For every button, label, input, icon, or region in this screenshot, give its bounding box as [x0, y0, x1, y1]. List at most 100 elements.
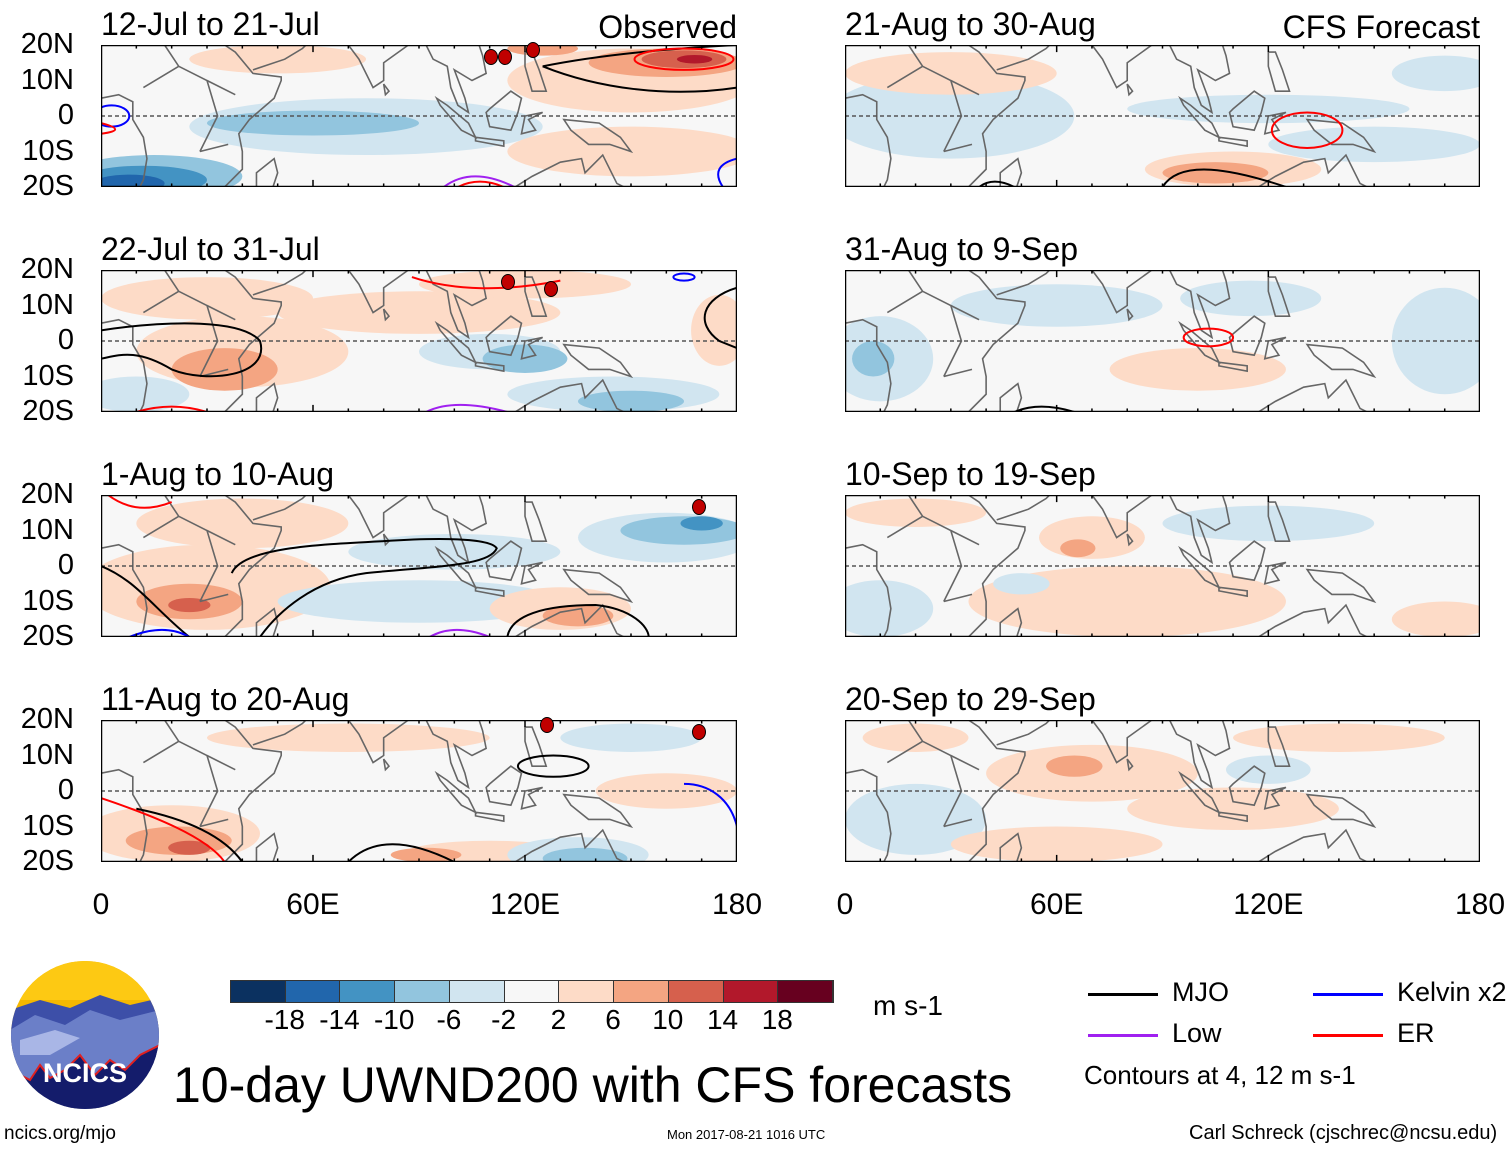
coastline: [348, 495, 408, 538]
er-contour: [1184, 329, 1233, 347]
panel-title: 11-Aug to 20-Aug: [101, 681, 350, 717]
coastline: [348, 45, 408, 88]
coastline: [968, 495, 1024, 637]
colorbar: [230, 980, 834, 1003]
anomaly-shading: [950, 284, 1163, 327]
lat-label: 20S: [22, 620, 74, 652]
tropical-cyclone-icon: [543, 280, 558, 297]
coastline: [845, 770, 891, 862]
coastline: [1127, 759, 1132, 770]
panel-title: 10-Sep to 19-Sep: [845, 456, 1096, 492]
anomaly-shading: [950, 826, 1163, 862]
anomaly-shading: [1109, 348, 1286, 391]
anomaly-shading: [542, 847, 628, 862]
panel-title: 22-Jul to 31-Jul: [101, 231, 320, 267]
coastline: [1170, 270, 1230, 337]
lat-label: 20S: [22, 170, 74, 202]
mjo-contour: [543, 45, 737, 66]
coastline: [1127, 309, 1132, 320]
anomaly-shading: [101, 277, 313, 320]
mjo-contour: [1014, 407, 1074, 412]
tropical-cyclone-icon: [692, 498, 707, 515]
colorbar-swatch: [559, 981, 615, 1002]
low-contour: [426, 405, 507, 412]
lat-label: 10N: [20, 738, 74, 771]
lat-label: 10N: [20, 63, 74, 96]
coastline: [1247, 830, 1367, 862]
coastline: [1268, 52, 1289, 91]
lat-label: 0: [57, 324, 74, 356]
coastline: [887, 495, 979, 602]
logo-text: NCICS: [43, 1058, 127, 1088]
anomaly-shading: [845, 498, 987, 527]
anomaly-shading: [1391, 55, 1480, 92]
coastline: [1230, 91, 1265, 130]
low-contour: [444, 176, 515, 187]
anomaly-shading: [207, 110, 419, 136]
map-plot: [845, 495, 1480, 637]
kelvin-contour: [684, 784, 737, 827]
anomaly-shading: [845, 52, 1057, 95]
map-plot: [101, 720, 737, 862]
mjo-contour: [136, 809, 242, 862]
coastline: [1127, 84, 1132, 95]
colorbar-label: -10: [373, 1004, 415, 1035]
panel-title: 1-Aug to 10-Aug: [101, 456, 335, 492]
coastline: [253, 270, 306, 295]
panel-tag: Observed: [598, 9, 737, 45]
anomaly-shading: [1268, 126, 1480, 163]
panel-title: 21-Aug to 30-Aug: [845, 6, 1096, 42]
anomaly-shading: [1233, 723, 1445, 752]
map-plot: [101, 45, 737, 187]
colorbar-label: 14: [706, 1004, 739, 1035]
colorbar-swatch: [231, 981, 286, 1002]
er-contour: [101, 123, 115, 134]
anomaly-shading: [993, 573, 1050, 595]
coastline: [1230, 541, 1265, 580]
tropical-cyclone-icon: [483, 48, 498, 65]
coastline: [887, 270, 979, 377]
lon-label: 60E: [286, 888, 340, 921]
legend-label: Low: [1172, 1018, 1222, 1048]
anomaly-shading: [691, 294, 737, 366]
anomaly-shading: [1046, 755, 1103, 777]
coastline: [1092, 720, 1152, 763]
anomaly-shading: [277, 291, 561, 334]
coastline: [225, 45, 282, 187]
contour-note: Contours at 4, 12 m s-1: [1084, 1060, 1356, 1090]
coastline: [384, 309, 389, 320]
lat-label: 20S: [22, 845, 74, 877]
coastline: [225, 495, 282, 637]
footer-author: Carl Schreck (cjschrec@ncsu.edu): [1189, 1122, 1498, 1144]
coastline: [384, 534, 389, 545]
footer-url[interactable]: ncics.org/mjo: [4, 1123, 116, 1144]
colorbar-swatch: [449, 981, 505, 1002]
coastline: [1170, 720, 1230, 787]
panel-tag: CFS Forecast: [1282, 9, 1480, 45]
coastline: [1268, 502, 1289, 541]
er-contour: [458, 182, 504, 187]
lat-label: 0: [57, 99, 74, 131]
anomaly-shading: [578, 390, 684, 412]
coastline: [1000, 834, 1021, 862]
mjo-contour: [705, 288, 737, 348]
coastline: [426, 45, 486, 112]
figure-title: 10-day UWND200 with CFS forecasts: [173, 1057, 1013, 1113]
colorbar-swatch: [340, 981, 396, 1002]
anomaly-shading: [560, 723, 702, 752]
coastline: [564, 570, 631, 602]
colorbar-label: 10: [652, 1004, 684, 1035]
coastline: [1092, 45, 1152, 88]
anomaly-shading: [845, 580, 934, 637]
coastline: [253, 720, 306, 745]
coastline: [1307, 570, 1374, 602]
coastline: [101, 545, 147, 637]
anomaly-shading: [136, 498, 349, 549]
colorbar-label: -14: [319, 1004, 360, 1035]
coastline: [476, 137, 504, 146]
coastline: [887, 720, 979, 827]
anomaly-shading: [168, 597, 211, 613]
er-contour: [101, 798, 225, 862]
coastline: [1000, 609, 1021, 637]
anomaly-shading: [189, 45, 366, 74]
